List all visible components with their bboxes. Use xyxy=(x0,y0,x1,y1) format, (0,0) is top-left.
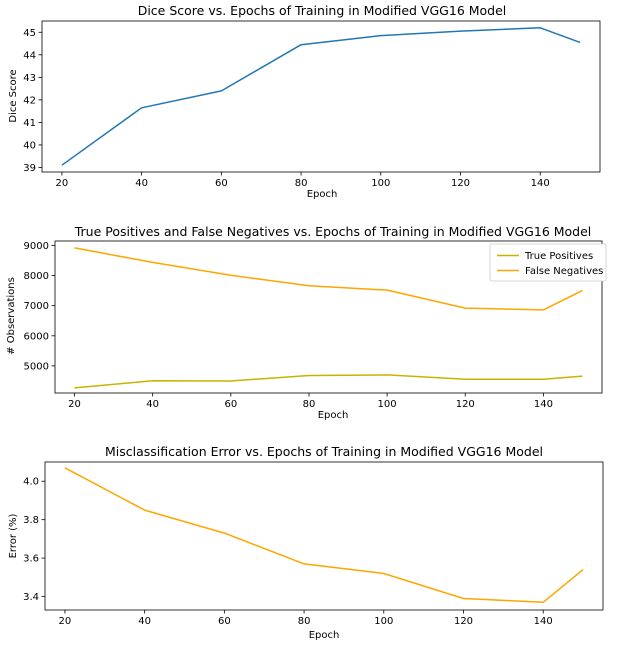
chart-1-series-1-line xyxy=(61,27,581,166)
x-tick-label: 60 xyxy=(218,616,231,627)
chart-2: True Positives and False Negatives vs. E… xyxy=(6,224,607,421)
y-tick-label: 6000 xyxy=(24,331,49,342)
y-tick-label: 3.4 xyxy=(23,592,39,603)
x-tick-label: 60 xyxy=(215,178,228,189)
x-tick-label: 40 xyxy=(135,178,148,189)
x-tick-label: 100 xyxy=(378,399,397,410)
chart-1-ylabel: Dice Score xyxy=(8,69,19,122)
y-tick-label: 42 xyxy=(23,95,36,106)
x-tick-label: 80 xyxy=(298,616,311,627)
y-tick-label: 41 xyxy=(23,118,36,129)
chart-3-title: Misclassification Error vs. Epochs of Tr… xyxy=(105,444,543,459)
chart-2-series-2-line xyxy=(74,247,583,311)
chart-1-xlabel: Epoch xyxy=(307,189,338,200)
chart-3: Misclassification Error vs. Epochs of Tr… xyxy=(8,444,604,641)
chart-3-plot: 20 40 60 80 100 120 140 3.4 3.6 3.8 4.0 xyxy=(23,461,604,627)
chart-3-axes-frame xyxy=(44,461,604,611)
y-tick-label: 44 xyxy=(23,50,36,61)
chart-2-ylabel: # Observations xyxy=(6,277,17,355)
y-tick-label: 3.8 xyxy=(23,515,39,526)
chart-1: Dice Score vs. Epochs of Training in Mod… xyxy=(8,3,601,200)
x-tick-label: 40 xyxy=(146,399,159,410)
x-tick-label: 80 xyxy=(303,399,316,410)
x-tick-label: 20 xyxy=(68,399,81,410)
legend-label-false-negatives: False Negatives xyxy=(525,266,603,277)
y-tick-label: 45 xyxy=(23,28,36,39)
chart-1-plot: 20 40 60 80 100 120 140 39 40 41 42 43 44 45 xyxy=(23,20,601,189)
x-tick-label: 120 xyxy=(454,616,473,627)
y-tick-label: 4.0 xyxy=(23,477,39,488)
chart-3-series-1-line xyxy=(64,467,584,604)
y-tick-label: 3.6 xyxy=(23,554,39,565)
x-tick-label: 20 xyxy=(56,178,69,189)
x-tick-label: 20 xyxy=(59,616,72,627)
x-tick-label: 120 xyxy=(451,178,470,189)
x-tick-label: 60 xyxy=(224,399,237,410)
x-tick-label: 40 xyxy=(138,616,151,627)
chart-2-series-1-line xyxy=(74,374,583,389)
chart-2-axes-frame xyxy=(54,240,603,394)
chart-2-legend: True Positives False Negatives xyxy=(489,243,607,282)
chart-2-xlabel: Epoch xyxy=(318,410,349,421)
chart-2-plot: 20 40 60 80 100 120 140 5000 6000 7000 8000 9000 xyxy=(24,240,603,410)
legend-label-true-positives: True Positives xyxy=(524,251,593,262)
chart-1-title: Dice Score vs. Epochs of Training in Mod… xyxy=(138,3,507,18)
y-tick-label: 39 xyxy=(23,163,36,174)
y-tick-label: 7000 xyxy=(24,301,49,312)
x-tick-label: 80 xyxy=(295,178,308,189)
x-tick-label: 140 xyxy=(534,399,553,410)
y-tick-label: 5000 xyxy=(24,361,49,372)
y-tick-label: 40 xyxy=(23,140,36,151)
x-tick-label: 120 xyxy=(456,399,475,410)
chart-2-title: True Positives and False Negatives vs. E… xyxy=(74,224,592,239)
chart-3-xlabel: Epoch xyxy=(309,630,340,641)
y-tick-label: 43 xyxy=(23,73,36,84)
legend-box xyxy=(489,243,607,282)
y-tick-label: 9000 xyxy=(24,241,49,252)
x-tick-label: 140 xyxy=(534,616,553,627)
chart-1-axes-frame xyxy=(41,20,601,173)
x-tick-label: 100 xyxy=(371,178,390,189)
y-tick-label: 8000 xyxy=(24,271,49,282)
x-tick-label: 140 xyxy=(531,178,550,189)
x-tick-label: 100 xyxy=(374,616,393,627)
chart-3-ylabel: Error (%) xyxy=(8,513,19,558)
